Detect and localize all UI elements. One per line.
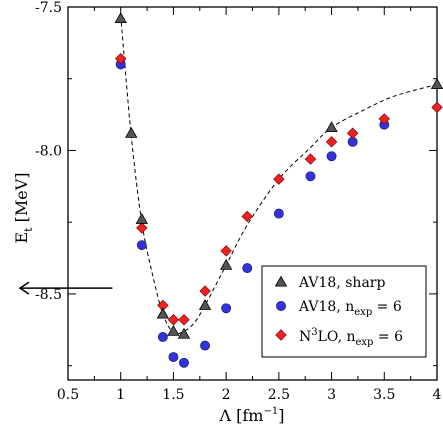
data-point-triangle — [135, 213, 148, 224]
data-point-triangle — [325, 121, 338, 133]
data-point-diamond — [178, 314, 190, 326]
legend: AV18, sharp AV18, nexp = 6 N3LO, nexp = … — [261, 265, 427, 358]
data-point-diamond — [167, 314, 180, 326]
legend-marker-circle — [276, 301, 286, 311]
data-point-diamond — [431, 101, 443, 114]
arrow-head — [18, 281, 30, 295]
y-tick-label: -8.0 — [35, 143, 62, 159]
legend-label-av18-sharp: AV18, sharp — [298, 275, 385, 291]
x-tick-label: 1.5 — [162, 387, 184, 403]
data-point-triangle — [114, 12, 127, 24]
data-point-diamond — [220, 245, 232, 257]
data-point-diamond — [136, 222, 148, 234]
legend-markers — [274, 275, 288, 341]
data-point-circle — [326, 151, 337, 162]
y-axis-title: Et [MeV] — [12, 172, 35, 243]
data-point-circle — [305, 171, 316, 182]
data-point-triangle — [198, 299, 212, 310]
data-point-diamond — [304, 153, 317, 165]
data-point-circle — [136, 240, 147, 251]
x-tick-label: 1 — [116, 387, 125, 403]
x-axis-title: Λ [fm−1] — [219, 406, 285, 425]
data-point-circle — [157, 332, 168, 342]
data-point-circle — [168, 352, 179, 362]
legend-marker-diamond — [275, 329, 287, 341]
data-point-circle — [273, 208, 284, 219]
x-tick-label: 2.5 — [268, 387, 290, 403]
data-point-triangle — [167, 324, 180, 336]
legend-marker-triangle — [274, 275, 288, 287]
data-point-circle — [179, 357, 189, 368]
data-point-circle — [200, 340, 211, 351]
x-tick-label: 2 — [222, 387, 231, 403]
x-tick-label: 3 — [327, 387, 336, 403]
y-tick-label: -8.5 — [35, 287, 62, 303]
legend-label-n3lo-nexp: N3LO, nexp = 6 — [299, 327, 403, 348]
data-point-diamond — [273, 173, 285, 185]
data-point-diamond — [378, 113, 390, 125]
data-point-diamond — [199, 285, 211, 297]
data-point-diamond — [241, 210, 253, 223]
data-point-triangle — [430, 78, 443, 89]
data-point-triangle — [125, 126, 138, 138]
data-point-diamond — [346, 127, 359, 139]
x-tick-label: 3.5 — [373, 387, 395, 403]
y-tick-label: -7.5 — [35, 0, 62, 16]
legend-label-av18-nexp: AV18, nexp = 6 — [298, 299, 402, 318]
data-point-circle — [221, 303, 232, 314]
data-point-triangle — [177, 327, 191, 339]
data-point-triangle — [156, 307, 170, 319]
data-point-diamond — [325, 136, 338, 148]
x-tick-label: 4 — [433, 387, 442, 403]
legend-box — [261, 265, 427, 358]
data-point-triangle — [219, 258, 233, 270]
x-tick-label: 0.5 — [57, 387, 79, 403]
data-point-diamond — [115, 52, 127, 65]
data-point-circle — [242, 263, 253, 274]
axis-ticks: 0.5 1 1.5 2 2.5 3 3.5 4 -8.5 -8.0 -7.5 — [35, 0, 442, 403]
